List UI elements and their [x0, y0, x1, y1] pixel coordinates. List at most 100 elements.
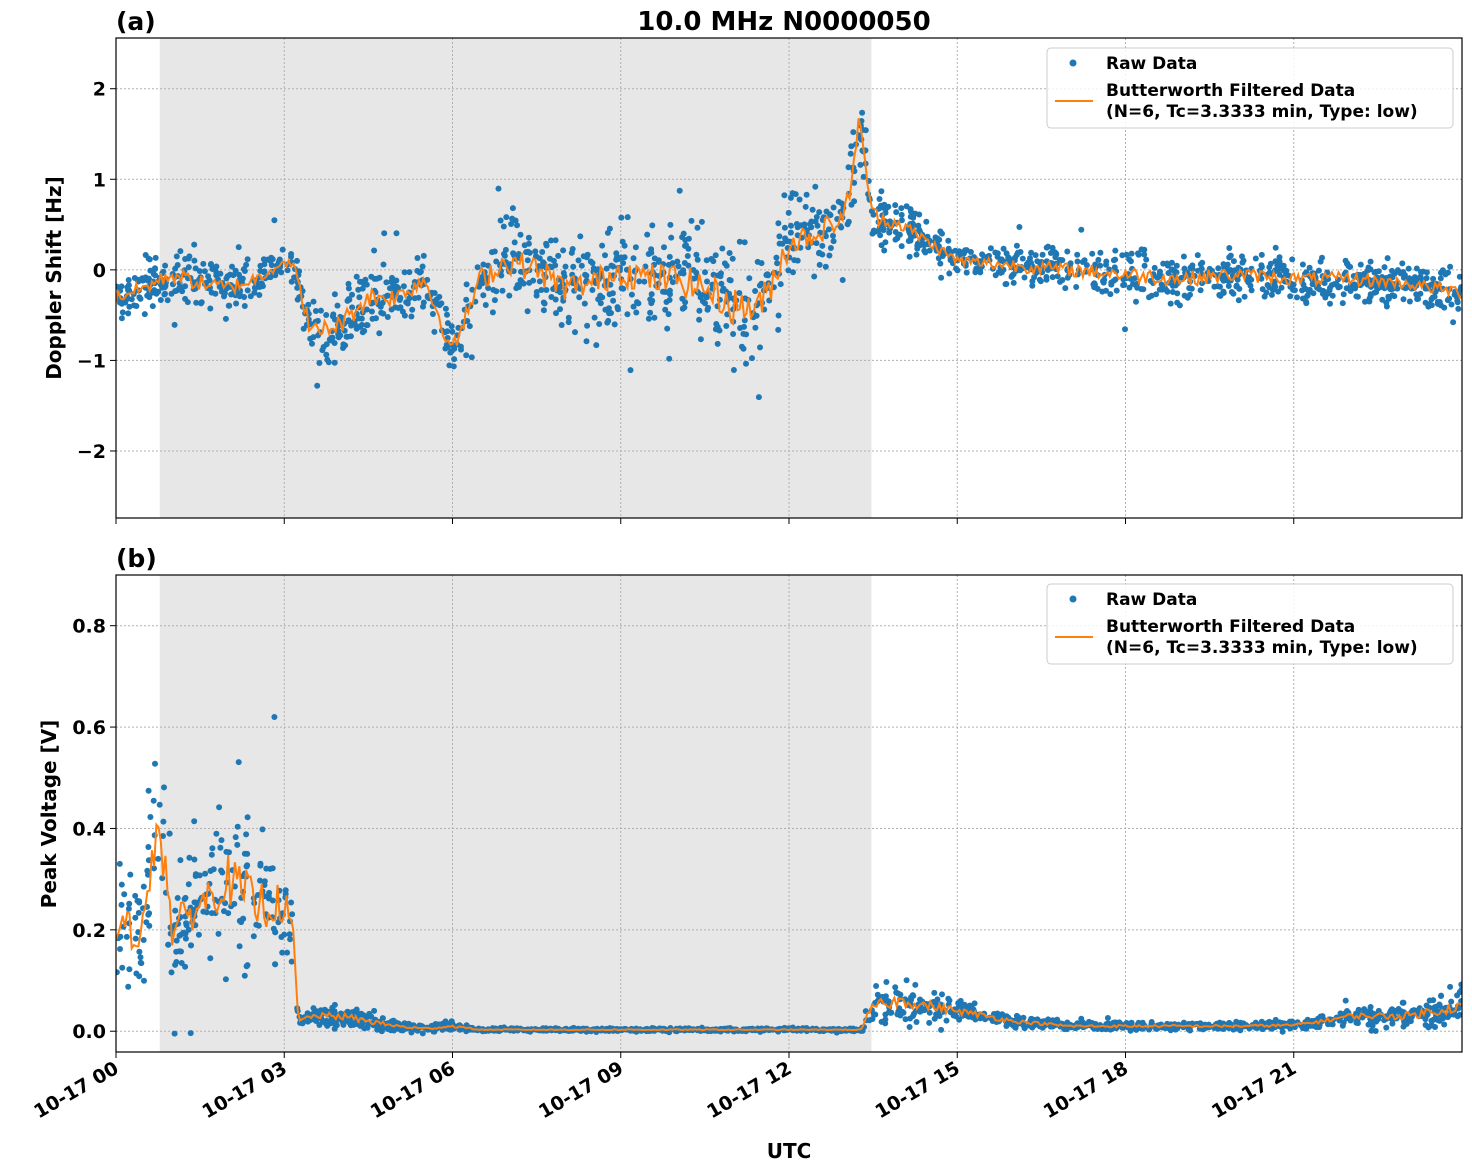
raw-point — [630, 255, 637, 262]
raw-point — [125, 905, 132, 912]
raw-point — [207, 955, 214, 962]
raw-point — [216, 283, 223, 290]
raw-point — [1112, 276, 1119, 283]
raw-point — [466, 323, 473, 330]
raw-point — [606, 225, 613, 232]
raw-point — [141, 977, 147, 984]
raw-point — [236, 943, 243, 950]
y-tick-label: 0.2 — [72, 920, 106, 942]
raw-point — [802, 203, 809, 210]
raw-point — [960, 1004, 967, 1010]
raw-point — [630, 303, 637, 310]
raw-point — [1372, 1017, 1379, 1024]
raw-point — [633, 309, 640, 316]
raw-point — [641, 278, 648, 285]
legend-label: Raw Data — [1106, 590, 1197, 610]
raw-point — [359, 285, 366, 292]
raw-point — [1315, 267, 1322, 274]
panel-voltage: 0.8 0.6 0.4 0.2 0.0 10-17 00 10-17 03 10-17 06 1… — [30, 574, 1463, 1123]
raw-point — [250, 933, 257, 940]
raw-point — [1276, 254, 1283, 261]
raw-point — [217, 270, 224, 277]
raw-point — [1187, 291, 1193, 298]
raw-point — [702, 300, 708, 307]
raw-point — [850, 129, 857, 136]
legend-label: Raw Data — [1106, 54, 1197, 74]
raw-point — [685, 262, 692, 269]
raw-point — [812, 183, 819, 190]
raw-point — [116, 860, 123, 867]
raw-point — [1103, 287, 1109, 294]
raw-point — [500, 223, 507, 230]
raw-point — [243, 831, 250, 838]
raw-point — [1437, 275, 1444, 282]
raw-point — [388, 278, 395, 285]
raw-point — [596, 321, 603, 327]
raw-point — [300, 325, 307, 332]
raw-point — [132, 914, 139, 921]
raw-point — [288, 958, 295, 965]
raw-point — [1336, 283, 1343, 290]
raw-point — [324, 1022, 331, 1029]
y-tick-label: 0.4 — [72, 818, 106, 840]
raw-point — [738, 343, 745, 350]
raw-point — [1028, 1015, 1035, 1022]
raw-point — [1320, 287, 1327, 294]
raw-point — [682, 299, 689, 306]
raw-point — [830, 232, 836, 239]
raw-point — [1399, 260, 1406, 267]
raw-point — [493, 288, 500, 295]
raw-point — [953, 1013, 960, 1020]
raw-point — [232, 834, 239, 841]
raw-point — [647, 296, 654, 303]
raw-point — [1127, 258, 1134, 265]
raw-point — [388, 306, 395, 313]
raw-point — [356, 294, 363, 301]
raw-point — [379, 1015, 386, 1022]
raw-point — [495, 185, 502, 192]
raw-point — [604, 319, 611, 326]
filtered-line — [116, 822, 1462, 1032]
raw-point — [491, 248, 498, 255]
raw-point — [160, 833, 166, 839]
raw-point — [830, 204, 837, 211]
raw-point — [749, 355, 755, 362]
raw-point — [662, 289, 669, 295]
raw-point — [1327, 300, 1333, 307]
raw-point — [323, 351, 330, 358]
raw-point — [355, 315, 362, 322]
legend: Raw Data Butterworth Filtered Data(N=6, T… — [1046, 583, 1454, 665]
raw-point — [1104, 1015, 1111, 1021]
raw-point — [1020, 1021, 1027, 1028]
raw-point — [1450, 319, 1457, 326]
raw-point — [1367, 1004, 1374, 1010]
raw-point — [235, 244, 242, 251]
raw-point — [822, 263, 829, 270]
raw-point — [363, 281, 370, 288]
raw-point — [195, 931, 202, 938]
raw-point — [553, 310, 559, 317]
raw-point — [1339, 300, 1346, 307]
raw-point — [1310, 290, 1317, 297]
raw-point — [289, 911, 296, 918]
legend-box — [1046, 583, 1454, 665]
raw-point — [186, 253, 193, 260]
legend-raw-marker — [1069, 59, 1077, 67]
raw-point — [188, 942, 194, 949]
raw-point — [1248, 287, 1255, 294]
raw-point — [511, 239, 518, 246]
raw-point — [506, 292, 513, 299]
raw-point — [857, 161, 864, 168]
panel-label-b: (b) — [116, 544, 157, 573]
raw-point — [1010, 271, 1017, 278]
raw-point — [257, 877, 263, 884]
raw-point — [118, 315, 125, 322]
raw-point — [876, 196, 883, 202]
raw-point — [125, 310, 132, 317]
raw-point — [381, 230, 388, 237]
raw-point — [1381, 264, 1388, 271]
raw-point — [550, 257, 557, 264]
raw-point — [411, 295, 418, 302]
raw-point — [257, 862, 264, 869]
raw-point — [152, 254, 159, 261]
